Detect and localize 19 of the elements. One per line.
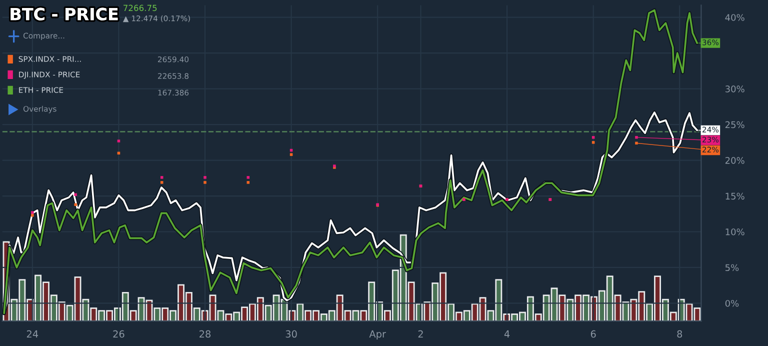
x-tick-label: 30 bbox=[286, 330, 297, 338]
y-tick-label: 0% bbox=[725, 300, 739, 307]
y-tick-label: 20% bbox=[725, 157, 744, 164]
x-tick-label: 6 bbox=[590, 330, 596, 338]
y-tick-label: 15% bbox=[726, 192, 744, 200]
y-tick-label: 40% bbox=[725, 14, 744, 21]
y-tick-label: 25% bbox=[725, 121, 744, 128]
y-tick-label: 5% bbox=[725, 264, 739, 272]
y-tick-label: 10% bbox=[726, 228, 744, 236]
annotation: 7266.75 bbox=[124, 4, 157, 12]
chart-title: BTC - PRICE bbox=[10, 8, 118, 20]
x-tick-label: Apr bbox=[369, 330, 386, 340]
x-tick-label: 8 bbox=[677, 330, 682, 338]
x-tick-label: 2 bbox=[418, 330, 423, 338]
y-tick-label: 30% bbox=[725, 86, 744, 92]
x-tick-label: 24 bbox=[26, 330, 38, 338]
x-tick-label: 4 bbox=[504, 330, 510, 338]
x-tick-label: 26 bbox=[113, 330, 124, 338]
x-tick-label: 28 bbox=[200, 330, 211, 338]
